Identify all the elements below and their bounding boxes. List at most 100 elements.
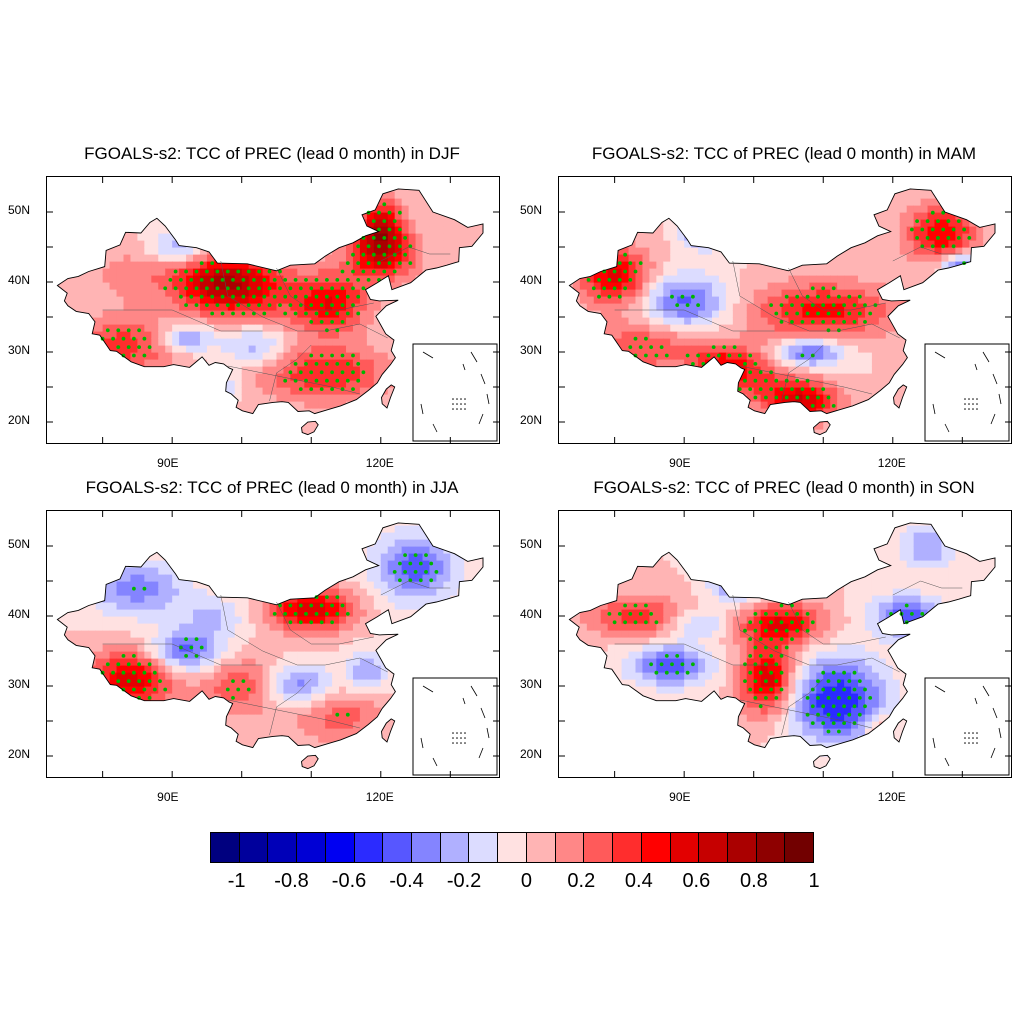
field-cell	[948, 205, 956, 213]
field-cell	[283, 317, 291, 325]
field-cell	[318, 240, 326, 248]
field-cell	[934, 296, 943, 304]
field-cell	[103, 436, 111, 443]
field-cell	[864, 303, 873, 311]
field-cell	[123, 436, 131, 443]
field-cell	[109, 415, 118, 423]
field-cell	[394, 191, 403, 199]
field-cell	[380, 198, 389, 206]
field-cell	[429, 261, 438, 269]
field-cell	[74, 198, 83, 206]
field-cell	[144, 212, 152, 220]
field-cell	[380, 289, 389, 297]
field-cell	[572, 233, 581, 241]
stipple-dot	[356, 362, 361, 366]
field-cell	[760, 191, 769, 199]
field-cell	[761, 436, 769, 443]
field-cell	[429, 282, 438, 290]
field-cell	[746, 188, 755, 192]
stipple-dot	[257, 269, 261, 274]
field-cell	[593, 289, 602, 297]
field-cell	[199, 191, 208, 199]
field-cell	[366, 240, 375, 248]
field-cell	[374, 177, 382, 185]
field-cell	[380, 261, 389, 269]
field-cell	[339, 254, 347, 262]
field-cell	[464, 254, 472, 262]
field-cell	[47, 394, 55, 402]
field-cell	[471, 310, 479, 318]
field-cell	[380, 254, 389, 262]
field-cell	[871, 240, 880, 248]
field-cell	[663, 331, 671, 339]
field-cell	[144, 282, 152, 290]
field-cell	[67, 331, 76, 339]
field-cell	[753, 415, 762, 423]
field-cell	[102, 429, 111, 435]
field-cell	[234, 401, 243, 409]
field-cell	[137, 289, 145, 297]
field-cell	[628, 415, 637, 423]
field-cell	[332, 373, 340, 381]
field-cell	[656, 233, 664, 241]
field-cell	[579, 198, 588, 206]
field-cell	[103, 177, 111, 185]
field-cell	[172, 352, 180, 360]
field-cell	[920, 275, 929, 283]
field-cell	[871, 254, 880, 262]
field-cell	[941, 198, 950, 206]
field-cell	[628, 191, 637, 199]
stipple-dot	[210, 311, 215, 316]
field-cell	[206, 198, 215, 206]
field-cell	[635, 380, 644, 388]
field-cell	[858, 254, 866, 262]
field-cell	[788, 422, 797, 430]
field-cell	[809, 247, 817, 255]
field-cell	[352, 226, 361, 234]
field-cell	[130, 422, 138, 430]
field-cell	[906, 359, 915, 367]
field-cell	[186, 261, 194, 269]
field-cell	[858, 415, 866, 423]
field-cell	[718, 233, 727, 241]
field-cell	[123, 261, 132, 269]
field-cell	[579, 191, 588, 199]
field-cell	[593, 359, 602, 367]
field-cell	[144, 415, 152, 423]
field-cell	[809, 394, 817, 402]
stipple-dot	[351, 370, 355, 375]
field-cell	[899, 219, 908, 227]
field-cell	[325, 359, 333, 367]
field-cell	[318, 177, 326, 185]
field-cell	[172, 188, 180, 192]
field-cell	[276, 359, 285, 367]
stipple-dot	[361, 269, 366, 274]
field-cell	[262, 310, 271, 318]
field-cell	[774, 205, 783, 213]
field-cell	[586, 324, 595, 332]
field-cell	[339, 261, 347, 269]
field-cell	[851, 247, 859, 255]
field-cell	[387, 282, 396, 290]
field-cell	[206, 401, 215, 409]
field-cell	[739, 380, 748, 388]
field-cell	[739, 247, 748, 255]
field-cell	[373, 401, 382, 409]
field-cell	[753, 205, 762, 213]
field-cell	[767, 310, 776, 318]
field-cell	[332, 268, 340, 276]
field-cell	[830, 394, 838, 402]
field-cell	[559, 226, 567, 234]
significance-stipple	[100, 202, 413, 391]
field-cell	[705, 191, 713, 199]
field-cell	[712, 177, 720, 185]
field-cell	[823, 275, 831, 283]
stipple-dot	[408, 261, 413, 265]
field-cell	[311, 345, 319, 353]
field-cell	[220, 359, 229, 367]
field-cell	[193, 188, 201, 192]
field-cell	[415, 240, 424, 248]
field-cell	[137, 373, 145, 381]
field-cell	[485, 303, 493, 311]
field-cell	[705, 324, 713, 332]
